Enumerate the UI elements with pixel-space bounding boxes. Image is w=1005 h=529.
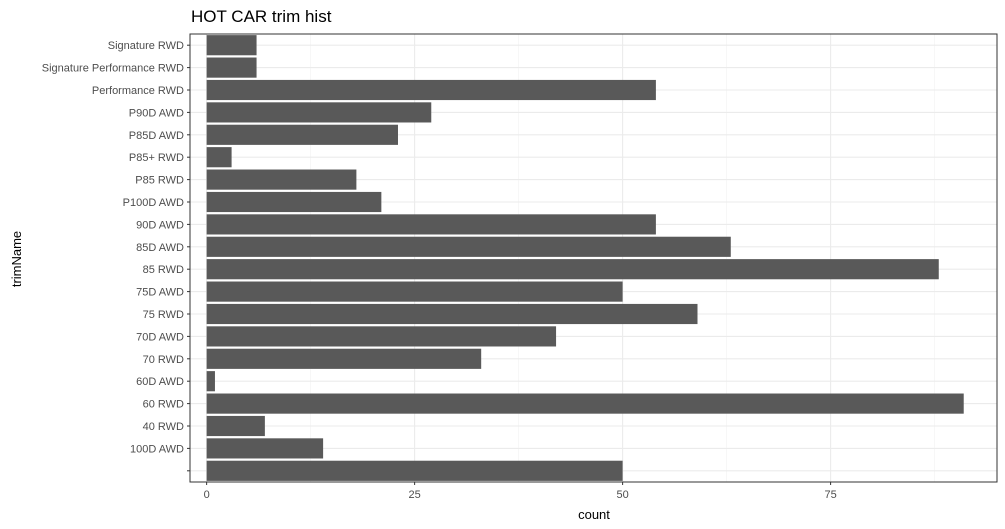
bar <box>206 214 656 235</box>
bar <box>206 438 324 459</box>
bar <box>206 371 215 392</box>
y-tick-label: 100D AWD <box>130 443 184 455</box>
y-tick-label: 85D AWD <box>136 242 184 254</box>
plot-panel-border <box>189 33 998 483</box>
y-tick-label: P85+ RWD <box>129 152 184 164</box>
plot-panel <box>189 33 998 483</box>
y-tick-label: Performance RWD <box>92 85 184 97</box>
y-axis-ticks: Signature RWD Signature Performance RWD Pe… <box>42 40 190 472</box>
bar <box>206 281 623 302</box>
y-tick-label: 90D AWD <box>136 219 184 231</box>
y-tick-label: P100D AWD <box>123 197 184 209</box>
x-tick-label: 0 <box>204 489 210 501</box>
bar <box>206 460 623 481</box>
x-tick-label: 25 <box>409 489 421 501</box>
x-tick-label: 50 <box>616 489 628 501</box>
bar <box>206 191 382 213</box>
bar <box>206 102 432 123</box>
y-tick-label: P90D AWD <box>129 107 184 119</box>
y-tick-label: Signature RWD <box>108 40 184 52</box>
bar <box>206 147 232 168</box>
y-tick-label: Signature Performance RWD <box>42 63 184 75</box>
bars <box>206 35 964 481</box>
x-axis-ticks: 0 25 50 75 <box>204 482 837 501</box>
y-tick-label: P85 RWD <box>135 175 184 187</box>
bar <box>206 236 731 257</box>
chart-title: HOT CAR trim hist <box>191 7 332 26</box>
bar <box>206 79 656 101</box>
bar <box>206 303 698 325</box>
bar <box>206 393 964 414</box>
y-tick-label: 60 RWD <box>143 399 184 411</box>
bar <box>206 35 257 56</box>
y-tick-label: 75 RWD <box>143 309 184 321</box>
bar <box>206 348 482 369</box>
x-axis-title: count <box>578 507 610 522</box>
y-axis-title: trimName <box>9 231 24 287</box>
bar <box>206 326 557 347</box>
y-tick-label: 40 RWD <box>143 421 184 433</box>
y-tick-label: P85D AWD <box>129 130 184 142</box>
y-tick-label: 75D AWD <box>136 287 184 299</box>
y-tick-label: 70D AWD <box>136 331 184 343</box>
x-tick-label: 75 <box>824 489 836 501</box>
bar <box>206 259 939 280</box>
bar <box>206 169 357 190</box>
bar <box>206 57 257 78</box>
bar <box>206 415 265 437</box>
y-tick-label: 85 RWD <box>143 264 184 276</box>
y-tick-label: 60D AWD <box>136 376 184 388</box>
y-tick-label: 70 RWD <box>143 354 184 366</box>
bar <box>206 124 398 145</box>
